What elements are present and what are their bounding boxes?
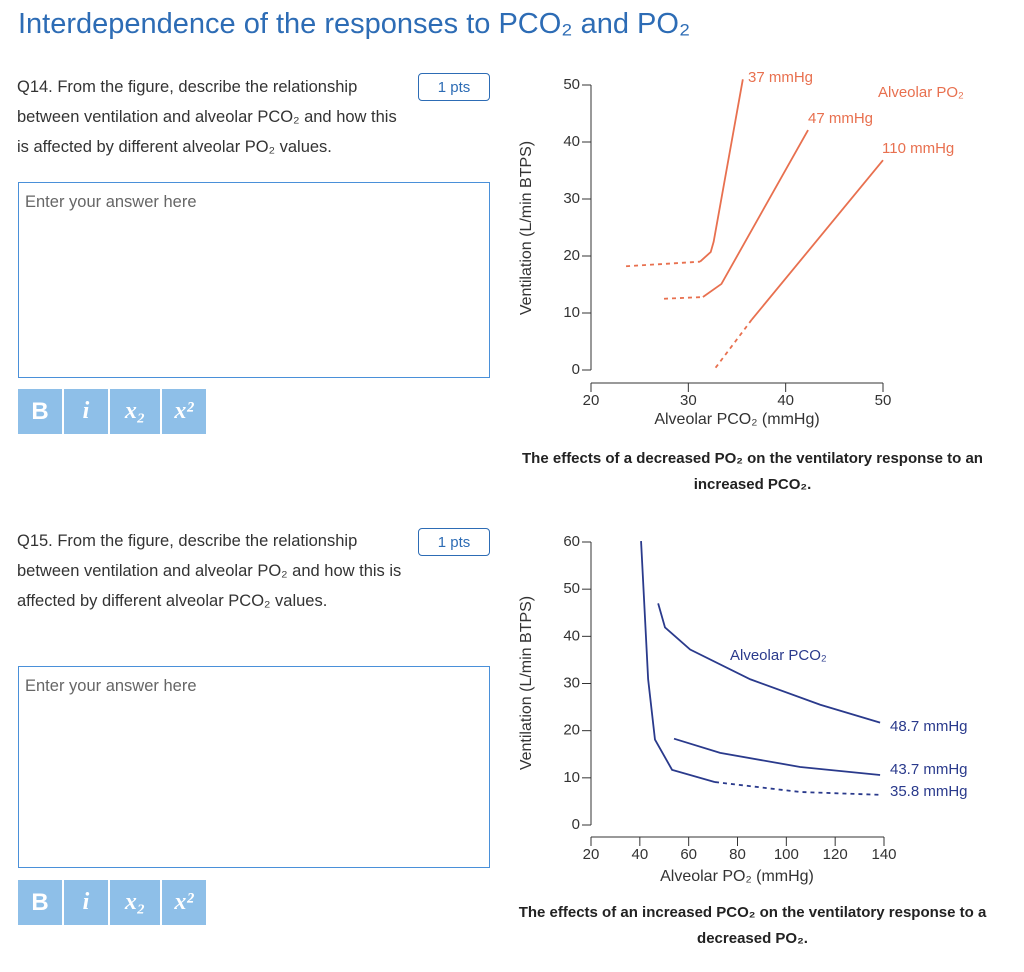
series-label: 110 mmHg: [882, 140, 954, 157]
subscript-button[interactable]: x₂: [110, 389, 160, 434]
bold-button[interactable]: B: [18, 880, 62, 925]
y-tick-label: 20: [563, 722, 580, 739]
annotation: Alveolar PO₂: [878, 84, 964, 101]
subscript-button[interactable]: x₂: [110, 880, 160, 925]
series-label: 37 mmHg: [748, 69, 813, 86]
x-tick-label: 100: [774, 846, 799, 863]
y-tick-label: 0: [572, 816, 580, 833]
y-axis-label: Ventilation (L/min BTPS): [518, 596, 535, 770]
y-tick-label: 30: [563, 190, 580, 207]
y-axis-label: Ventilation (L/min BTPS): [518, 141, 535, 315]
data-line: [714, 781, 881, 796]
chart-caption: The effects of a decreased PO₂ on the ve…: [522, 450, 983, 493]
y-tick-label: 30: [563, 674, 580, 691]
annotation: Alveolar PCO₂: [730, 647, 827, 664]
toolbar: B i x₂ x²: [18, 880, 206, 925]
x-tick-label: 120: [823, 846, 848, 863]
x-tick-label: 40: [777, 392, 794, 409]
italic-button[interactable]: i: [64, 880, 108, 925]
series-label: 43.7 mmHg: [890, 761, 968, 778]
answer-box[interactable]: Enter your answer here: [18, 182, 490, 378]
x-tick-label: 30: [680, 392, 697, 409]
chart: 0 10 20 30 40 50 20 30 40 50 Alveolar PCO₂ (mmHg) V…: [518, 69, 964, 428]
series-label: 48.7 mmHg: [890, 718, 968, 735]
y-tick-label: 40: [563, 627, 580, 644]
data-line: [750, 159, 884, 321]
x-axis-label: Alveolar PCO₂ (mmHg): [654, 411, 819, 428]
y-tick-label: 40: [563, 133, 580, 150]
x-tick-label: 20: [583, 846, 600, 863]
points-badge: 1 pts: [418, 73, 490, 101]
toolbar: B i x₂ x²: [18, 389, 206, 434]
x-axis-label: Alveolar PO₂ (mmHg): [660, 868, 814, 885]
y-tick-label: 10: [563, 769, 580, 786]
x-tick-label: 80: [729, 846, 746, 863]
y-tick-label: 10: [563, 304, 580, 321]
series-label: 35.8 mmHg: [890, 783, 968, 800]
question-text: Q15. From the figure, describe the relat…: [17, 532, 402, 610]
y-tick-label: 50: [563, 580, 580, 597]
chart-caption: The effects of an increased PCO₂ on the …: [518, 904, 987, 947]
chart: 0 10 20 30 40 50 60 20 40 60 80 100 120 140 Alveolar P…: [518, 533, 968, 885]
data-line: [673, 737, 881, 776]
series-label: 47 mmHg: [808, 110, 873, 127]
data-line: [699, 79, 744, 263]
points-badge: 1 pts: [418, 528, 490, 556]
y-tick-label: 0: [572, 361, 580, 378]
answer-box[interactable]: Enter your answer here: [18, 666, 490, 868]
data-line: [657, 603, 881, 724]
x-tick-label: 50: [875, 392, 892, 409]
data-line: [714, 319, 753, 369]
bold-button[interactable]: B: [18, 389, 62, 434]
page-title: Interdependence of the responses to PCO₂…: [18, 8, 691, 40]
data-line: [625, 260, 701, 268]
question-text: Q14. From the figure, describe the relat…: [17, 78, 397, 156]
y-tick-label: 20: [563, 247, 580, 264]
y-tick-label: 60: [563, 533, 580, 550]
data-line: [702, 129, 809, 298]
y-tick-label: 50: [563, 76, 580, 93]
data-line: [663, 296, 703, 300]
x-tick-label: 40: [631, 846, 648, 863]
data-line: [640, 541, 716, 783]
superscript-button[interactable]: x²: [162, 389, 206, 434]
placeholder: Enter your answer here: [25, 193, 197, 211]
italic-button[interactable]: i: [64, 389, 108, 434]
x-tick-label: 20: [583, 392, 600, 409]
x-tick-label: 140: [871, 846, 896, 863]
superscript-button[interactable]: x²: [162, 880, 206, 925]
x-tick-label: 60: [680, 846, 697, 863]
placeholder: Enter your answer here: [25, 677, 197, 695]
